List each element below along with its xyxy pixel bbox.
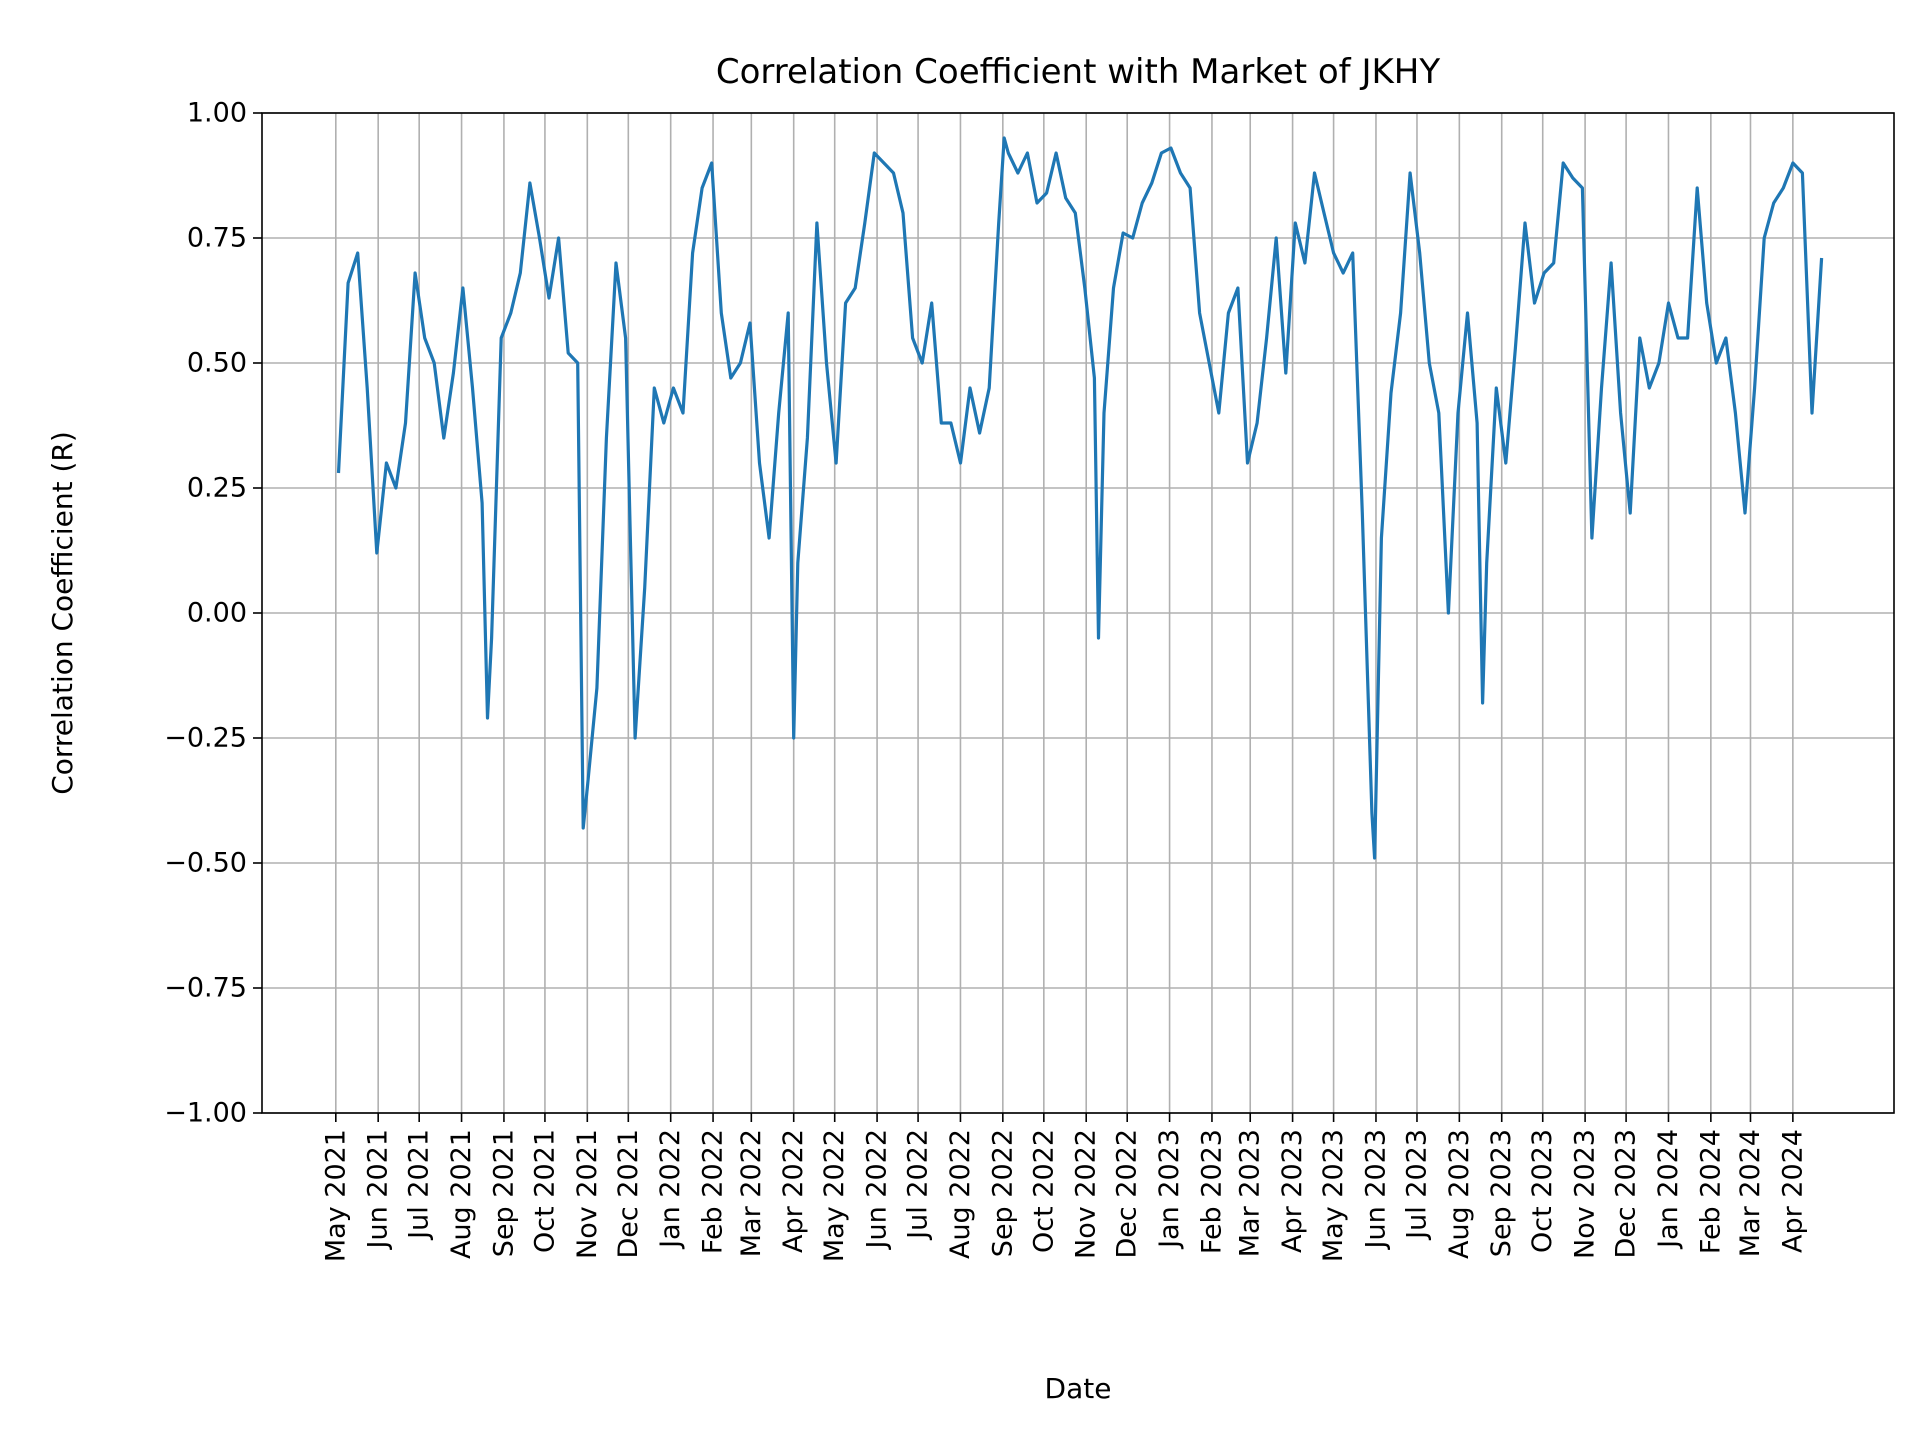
chart-title: Correlation Coefficient with Market of J… — [716, 52, 1440, 92]
x-tick-label: Oct 2022 — [1028, 1129, 1059, 1253]
x-tick-label: May 2022 — [819, 1129, 850, 1262]
y-tick-label: −0.50 — [164, 848, 247, 879]
x-tick-label: Aug 2023 — [1444, 1129, 1475, 1259]
x-tick-label: Jul 2023 — [1401, 1129, 1432, 1241]
y-tick-label: 0.00 — [187, 598, 247, 629]
x-tick-label: Apr 2024 — [1777, 1129, 1808, 1253]
x-tick-label: Oct 2023 — [1527, 1129, 1558, 1253]
x-tick-label: Dec 2021 — [613, 1129, 644, 1259]
x-tick-label: Nov 2021 — [572, 1129, 603, 1259]
x-tick-label: Sep 2022 — [987, 1129, 1018, 1257]
x-tick-label: Sep 2023 — [1486, 1129, 1517, 1257]
x-tick-label: Nov 2022 — [1071, 1129, 1102, 1259]
x-tick-label: Feb 2023 — [1196, 1129, 1227, 1254]
x-tick-label: May 2023 — [1318, 1129, 1349, 1262]
grid — [262, 112, 1894, 1114]
x-tick-label: May 2021 — [320, 1129, 351, 1262]
ticks: May 2021 Jun 2021 Jul 2021 Aug 2021 Sep 2021… — [164, 98, 1808, 1263]
x-tick-label: Aug 2022 — [945, 1129, 976, 1259]
x-tick-label: Feb 2022 — [698, 1129, 729, 1254]
y-axis-label: Correlation Coefficient (R) — [46, 431, 79, 795]
x-tick-label: Jul 2022 — [903, 1129, 934, 1241]
x-tick-label: Mar 2022 — [736, 1129, 767, 1257]
x-axis-label: Date — [1045, 1372, 1112, 1405]
x-tick-label: Dec 2023 — [1611, 1129, 1642, 1259]
x-tick-label: Apr 2022 — [778, 1129, 809, 1253]
x-tick-label: Feb 2024 — [1695, 1129, 1726, 1254]
x-tick-label: Mar 2023 — [1235, 1129, 1266, 1257]
x-tick-label: Nov 2023 — [1570, 1129, 1601, 1259]
x-tick-label: Aug 2021 — [446, 1129, 477, 1259]
x-tick-label: Jul 2021 — [404, 1129, 435, 1241]
y-tick-label: −0.25 — [164, 723, 247, 754]
x-tick-label: Dec 2022 — [1112, 1129, 1143, 1259]
y-tick-label: 0.25 — [187, 473, 247, 504]
x-tick-label: Jun 2022 — [862, 1129, 893, 1250]
y-tick-label: −1.00 — [164, 1098, 247, 1129]
x-tick-label: Jan 2022 — [655, 1129, 686, 1250]
x-tick-label: Jan 2024 — [1653, 1129, 1684, 1250]
series-layer — [336, 136, 1824, 860]
x-tick-label: Jun 2023 — [1360, 1129, 1391, 1250]
x-tick-label: Apr 2023 — [1277, 1129, 1308, 1253]
x-tick-label: Oct 2021 — [529, 1129, 560, 1253]
y-tick-label: 0.50 — [187, 348, 247, 379]
y-tick-label: 1.00 — [187, 98, 247, 129]
y-tick-label: 0.75 — [187, 223, 247, 254]
y-tick-label: −0.75 — [164, 973, 247, 1004]
x-tick-label: Jun 2021 — [363, 1129, 394, 1250]
x-tick-label: Mar 2024 — [1735, 1129, 1766, 1257]
x-tick-label: Sep 2021 — [488, 1129, 519, 1257]
x-tick-label: Jan 2023 — [1154, 1129, 1185, 1250]
